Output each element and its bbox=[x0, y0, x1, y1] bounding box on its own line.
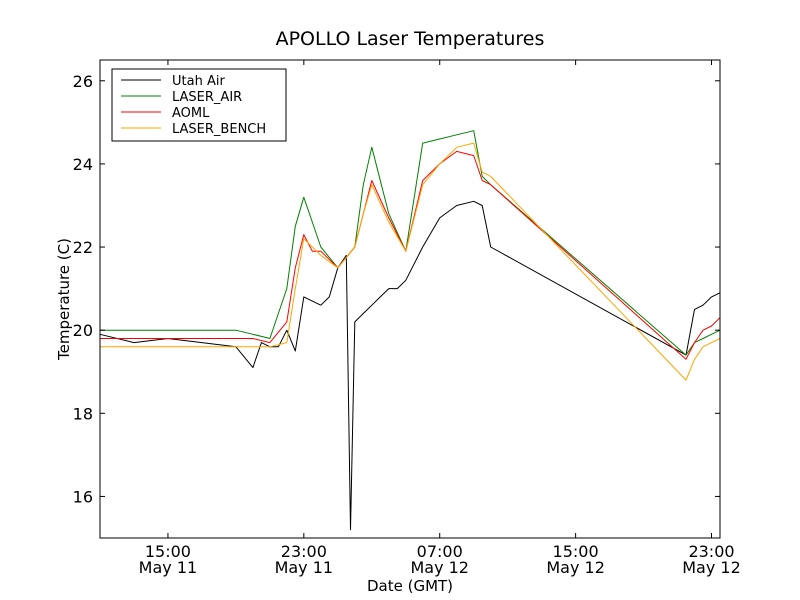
legend-frame bbox=[111, 68, 287, 142]
y-tick-label: 16 bbox=[73, 487, 93, 506]
x-tick-label-date: May 11 bbox=[275, 558, 334, 577]
x-tick-label-time: 07:00 bbox=[417, 542, 463, 561]
x-tick-label-date: May 12 bbox=[682, 558, 741, 577]
series-line-laser-bench bbox=[100, 142, 721, 381]
x-tick-label-time: 23:00 bbox=[281, 542, 327, 561]
x-tick-label-time: 23:00 bbox=[688, 542, 734, 561]
x-axis-label: Date (GMT) bbox=[367, 577, 453, 595]
legend-label: Utah Air bbox=[172, 74, 225, 89]
series-line-laser-air bbox=[100, 130, 721, 356]
series-line-aoml bbox=[100, 150, 721, 360]
y-tick-label: 18 bbox=[73, 404, 93, 423]
x-tick-label-time: 15:00 bbox=[553, 542, 599, 561]
x-tick-label-date: May 12 bbox=[410, 558, 469, 577]
y-tick-label: 26 bbox=[73, 72, 93, 91]
y-tick-label: 20 bbox=[73, 321, 93, 340]
chart-title: APOLLO Laser Temperatures bbox=[276, 28, 545, 50]
y-tick-label: 22 bbox=[73, 238, 93, 257]
series-layer bbox=[99, 130, 721, 531]
x-tick-label-date: May 12 bbox=[546, 558, 605, 577]
x-tick-label-date: May 11 bbox=[139, 558, 198, 577]
y-axis-label: Temperature (C) bbox=[55, 238, 73, 361]
legend-label: LASER_BENCH bbox=[172, 122, 266, 137]
y-tick-label: 24 bbox=[73, 155, 93, 174]
legend-label: LASER_AIR bbox=[172, 90, 242, 105]
plot-area-frame bbox=[99, 59, 721, 539]
x-tick-label-time: 15:00 bbox=[145, 542, 191, 561]
legend-label: AOML bbox=[172, 106, 210, 121]
